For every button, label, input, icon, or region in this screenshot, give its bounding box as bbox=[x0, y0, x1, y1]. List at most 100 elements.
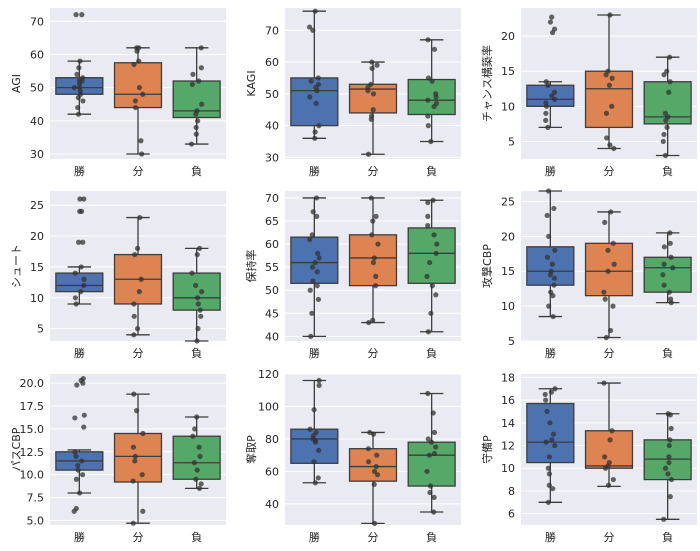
data-point bbox=[132, 104, 139, 111]
data-point bbox=[198, 481, 204, 487]
data-point bbox=[140, 508, 146, 514]
data-point bbox=[306, 24, 313, 30]
data-point bbox=[77, 208, 83, 214]
data-point bbox=[551, 282, 557, 288]
y-tick-label: 14 bbox=[501, 417, 515, 430]
data-point bbox=[73, 12, 79, 18]
y-axis-label: KAGI bbox=[245, 70, 258, 96]
data-point bbox=[370, 91, 377, 97]
x-tick-label: 勝 bbox=[545, 346, 556, 360]
y-tick-label: 5 bbox=[508, 335, 515, 348]
data-point bbox=[130, 444, 137, 450]
data-point bbox=[370, 259, 377, 266]
data-point bbox=[314, 88, 320, 94]
data-point bbox=[77, 196, 83, 202]
data-point bbox=[132, 251, 138, 258]
panel-6: 5 10 15 20 25 攻撃CBP 勝 分 負 bbox=[480, 188, 697, 360]
x-tick-label: 勝 bbox=[309, 346, 320, 360]
box-勝 bbox=[55, 272, 104, 293]
data-point bbox=[661, 131, 667, 138]
y-axis-label: AGI bbox=[10, 74, 23, 93]
panel-8: 40 60 80 100 120 奪取P 勝 分 負 bbox=[244, 368, 461, 544]
x-tick-label: 勝 bbox=[74, 164, 85, 178]
data-point bbox=[369, 65, 375, 71]
data-point bbox=[312, 8, 318, 14]
y-tick-label: 60 bbox=[30, 48, 44, 61]
y-tick-label: 20 bbox=[501, 30, 515, 43]
y-tick-label: 17.5 bbox=[20, 400, 45, 413]
data-point bbox=[192, 282, 199, 289]
x-tick-label: 負 bbox=[191, 165, 202, 178]
y-tick-label: 8 bbox=[508, 485, 515, 498]
data-point bbox=[552, 247, 558, 253]
data-point bbox=[189, 270, 195, 276]
data-point bbox=[664, 68, 670, 74]
data-point bbox=[607, 437, 613, 443]
x-tick-label: 勝 bbox=[545, 164, 556, 178]
data-point bbox=[196, 444, 202, 450]
y-tick-label: 25 bbox=[501, 195, 515, 208]
data-point bbox=[428, 310, 434, 316]
y-tick-label: 7.5 bbox=[27, 492, 45, 505]
data-point bbox=[71, 85, 77, 91]
data-point bbox=[307, 426, 313, 432]
data-point bbox=[670, 265, 676, 271]
data-point bbox=[197, 307, 203, 313]
box-分 bbox=[348, 448, 398, 482]
data-point bbox=[81, 276, 87, 282]
data-point bbox=[310, 278, 316, 284]
data-point bbox=[667, 240, 673, 246]
data-point bbox=[427, 489, 433, 496]
data-point bbox=[431, 103, 437, 110]
x-tick-label: 分 bbox=[604, 347, 615, 360]
y-tick-label: 15.0 bbox=[20, 423, 45, 436]
box-負 bbox=[407, 78, 456, 116]
data-point bbox=[549, 437, 555, 443]
data-point bbox=[552, 442, 558, 449]
data-point bbox=[546, 303, 552, 309]
data-point bbox=[611, 261, 617, 267]
data-point bbox=[131, 61, 137, 68]
x-tick-label: 勝 bbox=[545, 530, 556, 544]
data-point bbox=[136, 289, 142, 295]
data-point bbox=[78, 264, 84, 270]
data-point bbox=[370, 107, 376, 113]
data-point bbox=[134, 245, 141, 252]
data-point bbox=[371, 520, 378, 526]
y-tick-label: 55 bbox=[265, 261, 279, 274]
data-point bbox=[425, 97, 431, 103]
data-point bbox=[605, 482, 612, 488]
box-分 bbox=[113, 432, 163, 483]
data-point bbox=[140, 430, 146, 437]
data-point bbox=[197, 453, 203, 459]
data-point bbox=[551, 275, 558, 281]
data-point bbox=[602, 465, 609, 471]
y-tick-label: 40 bbox=[265, 120, 279, 133]
y-axis-label: パスCBP bbox=[10, 427, 23, 471]
y-tick-label: 40 bbox=[265, 498, 279, 511]
data-point bbox=[309, 232, 315, 238]
data-point bbox=[551, 89, 558, 95]
data-point bbox=[430, 197, 436, 203]
x-tick-label: 勝 bbox=[309, 530, 320, 544]
y-axis-label: 保持率 bbox=[244, 250, 258, 283]
data-point bbox=[660, 138, 666, 145]
y-tick-label: 45 bbox=[265, 307, 279, 320]
y-tick-label: 50 bbox=[265, 284, 279, 297]
data-point bbox=[431, 450, 438, 457]
data-point bbox=[79, 12, 85, 18]
box-負 bbox=[172, 435, 221, 480]
data-point bbox=[549, 93, 555, 99]
data-point bbox=[545, 188, 552, 194]
data-point bbox=[424, 468, 430, 475]
data-point bbox=[368, 116, 374, 122]
data-point bbox=[545, 124, 551, 130]
data-point bbox=[663, 117, 669, 123]
data-point bbox=[604, 135, 610, 141]
y-tick-label: 60 bbox=[265, 465, 279, 478]
data-point bbox=[308, 78, 314, 84]
x-tick-label: 分 bbox=[133, 347, 144, 360]
data-point bbox=[130, 520, 136, 526]
data-point bbox=[667, 230, 673, 236]
data-point bbox=[602, 296, 608, 302]
